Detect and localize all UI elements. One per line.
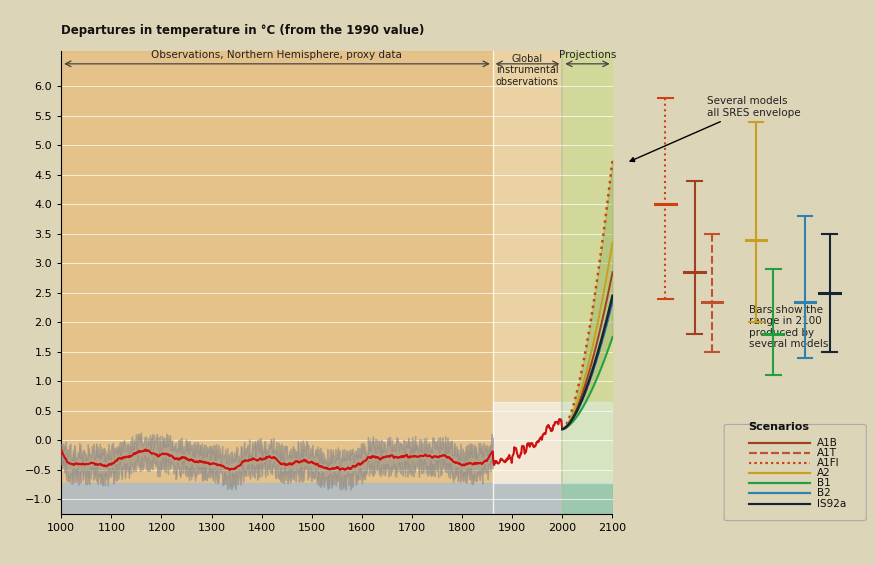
- Text: Global
instrumental
observations: Global instrumental observations: [496, 54, 559, 87]
- Text: Scenarios: Scenarios: [749, 421, 809, 432]
- Bar: [563, 51, 612, 514]
- Text: A1T: A1T: [817, 449, 837, 458]
- Text: Departures in temperature in °C (from the 1990 value): Departures in temperature in °C (from th…: [61, 24, 424, 37]
- Text: A1B: A1B: [817, 438, 838, 448]
- Text: IS92a: IS92a: [817, 498, 846, 508]
- Text: B2: B2: [817, 489, 831, 498]
- Text: B1: B1: [817, 479, 831, 489]
- FancyBboxPatch shape: [724, 424, 866, 520]
- Bar: [493, 51, 563, 514]
- Bar: [493, 402, 563, 483]
- Text: Observations, Northern Hemisphere, proxy data: Observations, Northern Hemisphere, proxy…: [151, 50, 402, 60]
- Bar: [61, 483, 563, 514]
- Bar: [563, 402, 612, 483]
- Text: A1T: A1T: [817, 449, 837, 458]
- Text: B1: B1: [817, 479, 831, 489]
- Text: A1B: A1B: [817, 438, 838, 448]
- Text: A2: A2: [817, 468, 831, 479]
- Text: Several models
all SRES envelope: Several models all SRES envelope: [630, 96, 801, 162]
- Text: A1FI: A1FI: [817, 458, 840, 468]
- Bar: [61, 51, 493, 514]
- Text: A2: A2: [817, 468, 831, 479]
- Text: A1FI: A1FI: [817, 458, 840, 468]
- Text: Projections: Projections: [559, 50, 616, 60]
- Bar: [563, 483, 612, 514]
- Text: Scenarios: Scenarios: [749, 421, 809, 432]
- Text: Bars show the
range in 2100
produced by
several models: Bars show the range in 2100 produced by …: [749, 305, 828, 349]
- Text: B2: B2: [817, 489, 831, 498]
- Text: IS92a: IS92a: [817, 498, 846, 508]
